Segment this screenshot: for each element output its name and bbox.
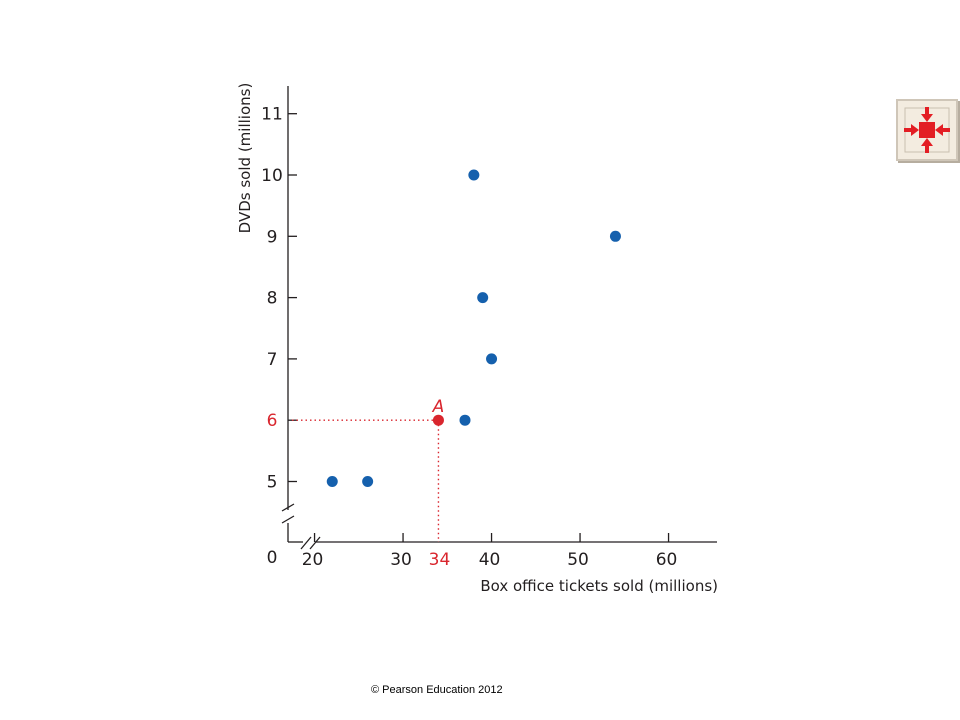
- origin-label: 0: [267, 548, 278, 568]
- y-tick-label: 7: [267, 350, 278, 370]
- compress-arrows-icon-glyph: [904, 107, 950, 153]
- y-axis-break: [281, 503, 295, 524]
- data-point: [459, 414, 471, 426]
- x-tick-label: 50: [567, 550, 589, 570]
- highlight-guides: A 34: [292, 397, 450, 570]
- highlight-point-a: [432, 414, 444, 426]
- y-axis: 5 6 7 8 9 10 11: [261, 86, 297, 542]
- x-tick-label: 20: [302, 550, 324, 570]
- x-ticks: 20 30 40 50 60: [302, 533, 678, 570]
- x-axis-title: Box office tickets sold (millions): [480, 577, 718, 595]
- data-point: [362, 476, 374, 487]
- x-axis-break: [300, 536, 321, 550]
- data-points: [326, 169, 621, 487]
- y-tick-label: 9: [267, 227, 278, 247]
- data-point: [477, 292, 489, 304]
- data-point: [468, 169, 480, 181]
- copyright-notice: © Pearson Education 2012: [371, 684, 503, 696]
- data-point: [609, 230, 621, 242]
- y-tick-label: 8: [267, 289, 278, 309]
- y-tick-label: 10: [261, 166, 283, 186]
- x-axis: 20 30 40 50 60: [288, 533, 717, 570]
- y-tick-label: 11: [261, 105, 283, 125]
- y-tick-label: 6: [267, 411, 278, 431]
- highlight-point-label: A: [432, 397, 445, 417]
- x-tick-label: 60: [656, 550, 678, 570]
- x-tick-label: 30: [390, 550, 412, 570]
- highlight-x-label: 34: [429, 550, 451, 570]
- y-tick-label: 5: [267, 473, 278, 493]
- y-ticks: 5 6 7 8 9 10 11: [261, 105, 297, 493]
- x-tick-label: 40: [479, 550, 501, 570]
- y-axis-title: DVDs sold (millions): [236, 83, 254, 234]
- data-point: [326, 476, 338, 487]
- compress-arrows-icon[interactable]: [896, 99, 958, 161]
- data-point: [486, 353, 498, 365]
